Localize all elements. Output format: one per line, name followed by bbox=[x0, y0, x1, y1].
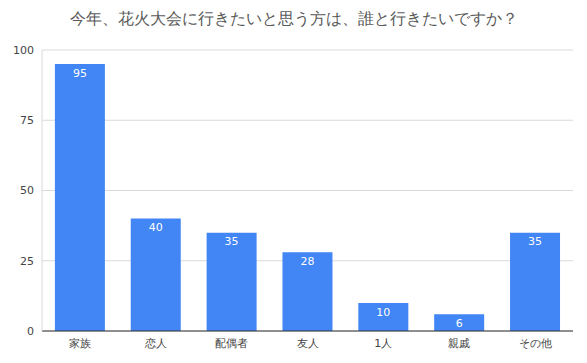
svg-text:家族: 家族 bbox=[69, 337, 91, 350]
svg-text:友人: 友人 bbox=[297, 337, 319, 350]
svg-text:40: 40 bbox=[149, 221, 163, 234]
svg-text:28: 28 bbox=[300, 255, 314, 268]
svg-text:0: 0 bbox=[27, 325, 34, 338]
svg-text:10: 10 bbox=[376, 306, 390, 319]
svg-text:95: 95 bbox=[73, 67, 87, 80]
svg-text:配偶者: 配偶者 bbox=[215, 337, 248, 350]
svg-text:35: 35 bbox=[528, 235, 542, 248]
svg-text:35: 35 bbox=[225, 235, 239, 248]
svg-text:親戚: 親戚 bbox=[448, 337, 470, 350]
svg-text:その他: その他 bbox=[519, 337, 552, 350]
svg-text:75: 75 bbox=[20, 114, 34, 127]
svg-text:100: 100 bbox=[13, 44, 34, 57]
svg-text:50: 50 bbox=[20, 184, 34, 197]
svg-text:1人: 1人 bbox=[374, 337, 392, 350]
html-text:今年、花火大会に行きたいと思う方は、誰と行きたいですか？: 今年、花火大会に行きたいと思う方は、誰と行きたいですか？ bbox=[69, 9, 518, 28]
svg-text:25: 25 bbox=[20, 255, 34, 268]
svg-text:6: 6 bbox=[456, 317, 463, 330]
svg-text:恋人: 恋人 bbox=[144, 337, 167, 350]
